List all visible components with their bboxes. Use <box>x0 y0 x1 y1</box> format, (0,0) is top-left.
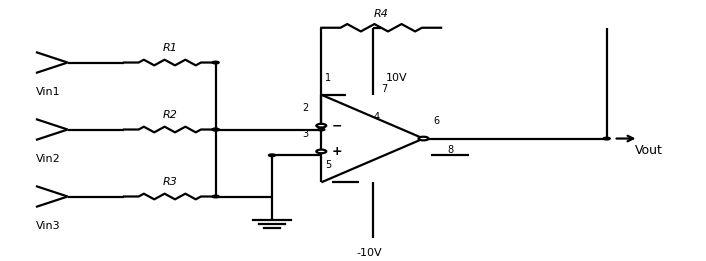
Text: 8: 8 <box>447 145 453 155</box>
Text: 3: 3 <box>303 129 309 139</box>
Text: R3: R3 <box>162 177 177 187</box>
Text: 10V: 10V <box>385 73 407 83</box>
Circle shape <box>603 137 610 140</box>
Text: R4: R4 <box>373 9 388 19</box>
Circle shape <box>212 61 219 64</box>
Text: 5: 5 <box>325 160 331 170</box>
Circle shape <box>268 154 275 157</box>
Text: 1: 1 <box>325 73 331 82</box>
Text: R2: R2 <box>162 110 177 120</box>
Text: Vin3: Vin3 <box>36 221 61 231</box>
Text: Vin2: Vin2 <box>36 154 61 164</box>
Circle shape <box>419 137 429 140</box>
Text: Vout: Vout <box>635 144 663 157</box>
Circle shape <box>212 128 219 131</box>
Text: −: − <box>332 119 342 132</box>
Text: -10V: -10V <box>357 248 382 258</box>
Text: R1: R1 <box>162 43 177 53</box>
Text: 7: 7 <box>381 84 388 94</box>
Circle shape <box>212 128 219 131</box>
Text: +: + <box>332 145 342 158</box>
Circle shape <box>316 124 326 127</box>
Text: Vin1: Vin1 <box>36 87 61 97</box>
Circle shape <box>212 195 219 198</box>
Circle shape <box>316 150 326 153</box>
Circle shape <box>318 128 325 131</box>
Text: 4: 4 <box>374 112 380 122</box>
Text: 2: 2 <box>303 103 309 114</box>
Text: 6: 6 <box>433 116 439 126</box>
